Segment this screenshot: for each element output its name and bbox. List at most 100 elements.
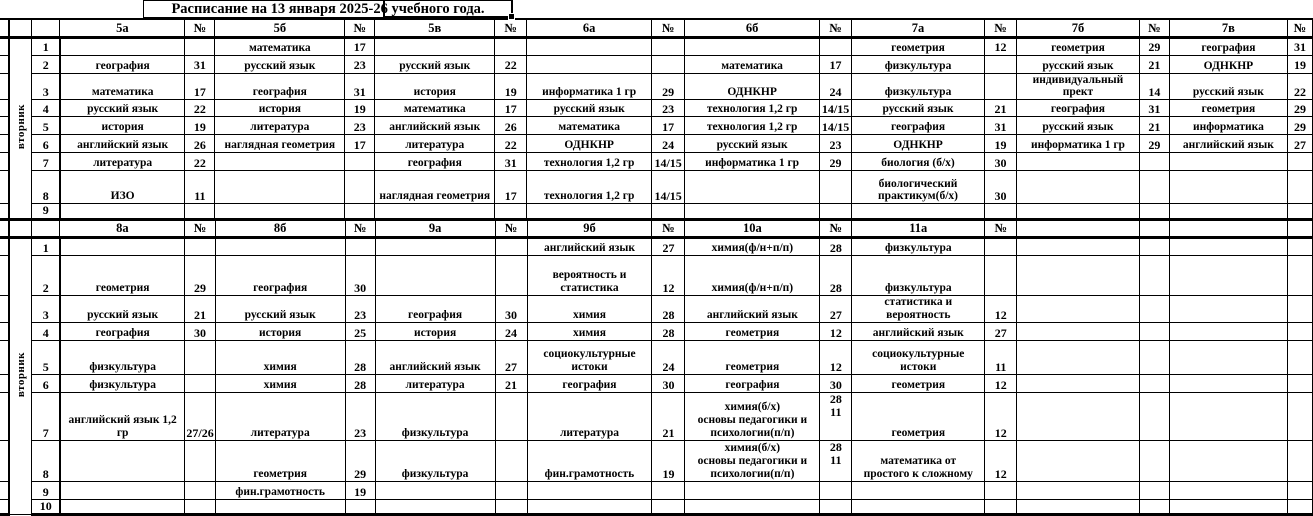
room-cell[interactable] — [819, 170, 853, 205]
room-cell[interactable] — [1286, 321, 1313, 341]
room-cell[interactable]: 22 — [494, 54, 528, 74]
subject-cell[interactable]: история — [59, 116, 186, 136]
room-number-header-cell[interactable]: № — [651, 18, 686, 39]
subject-cell[interactable] — [1016, 339, 1141, 375]
room-cell[interactable]: 30 — [983, 152, 1017, 172]
subject-cell[interactable]: социокультурные истоки — [851, 339, 986, 375]
day-label-cell[interactable]: вторник — [8, 36, 33, 219]
subject-cell[interactable]: технология 1,2 гр — [526, 152, 653, 172]
room-number-header-cell[interactable]: № — [819, 18, 853, 39]
room-cell[interactable] — [1139, 498, 1171, 516]
room-cell[interactable]: 28 11 — [819, 391, 853, 441]
room-cell[interactable]: 12 — [984, 373, 1018, 393]
subject-cell[interactable]: геометрия — [851, 391, 986, 441]
subject-cell[interactable]: география — [1015, 99, 1140, 118]
room-cell[interactable]: 29 — [651, 72, 686, 101]
room-cell[interactable] — [184, 36, 216, 56]
subject-cell[interactable] — [1169, 498, 1288, 516]
day-column-header-cell[interactable] — [8, 18, 33, 39]
room-cell[interactable]: 17 — [651, 116, 686, 136]
period-cell[interactable]: 1 — [31, 237, 61, 257]
room-cell[interactable] — [494, 203, 528, 219]
subject-cell[interactable] — [684, 36, 821, 56]
room-cell[interactable]: 21 — [1138, 54, 1170, 74]
room-number-header-cell[interactable]: № — [1286, 18, 1313, 39]
room-cell[interactable]: 19 — [494, 72, 528, 101]
room-cell[interactable] — [344, 170, 376, 205]
subject-cell[interactable]: ИЗО — [59, 170, 186, 205]
subject-cell[interactable]: фин.грамотность — [214, 480, 346, 500]
subject-cell[interactable] — [59, 237, 186, 257]
class-header-cell[interactable]: 10а — [684, 218, 821, 240]
room-cell[interactable]: 29 — [1138, 36, 1170, 56]
room-cell[interactable] — [494, 480, 528, 500]
room-cell[interactable] — [184, 480, 216, 500]
subject-cell[interactable]: физкультура — [851, 72, 985, 101]
subject-cell[interactable]: химия(б/х) основы педагогики и психологи… — [684, 391, 821, 441]
subject-cell[interactable]: литература — [374, 373, 496, 393]
room-cell[interactable]: 19 — [184, 116, 216, 136]
room-cell[interactable] — [1139, 237, 1171, 257]
room-cell[interactable]: 31 — [1138, 99, 1170, 118]
room-cell[interactable]: 30 — [344, 255, 376, 297]
room-cell[interactable] — [494, 36, 528, 56]
subject-cell[interactable]: технология 1,2 гр — [684, 99, 821, 118]
subject-cell[interactable]: информатика — [1168, 116, 1288, 136]
subject-cell[interactable] — [1168, 203, 1288, 219]
subject-cell[interactable] — [684, 170, 821, 205]
subject-cell[interactable]: геометрия — [59, 255, 186, 297]
room-cell[interactable] — [1139, 295, 1171, 323]
class-header-cell[interactable]: 5б — [214, 18, 346, 39]
subject-cell[interactable]: английский язык — [374, 116, 496, 136]
room-cell[interactable]: 24 — [651, 339, 686, 375]
subject-cell[interactable] — [1016, 439, 1141, 482]
room-cell[interactable] — [494, 255, 528, 297]
room-number-header-cell[interactable]: № — [184, 18, 216, 39]
period-cell[interactable]: 7 — [31, 152, 61, 172]
room-cell[interactable] — [819, 498, 853, 516]
subject-cell[interactable] — [1016, 321, 1141, 341]
subject-cell[interactable] — [684, 498, 821, 516]
class-header-cell[interactable]: 7а — [851, 18, 985, 39]
subject-cell[interactable]: география — [214, 72, 346, 101]
room-cell[interactable] — [344, 203, 376, 219]
room-cell[interactable] — [983, 203, 1017, 219]
subject-cell[interactable]: география — [59, 321, 186, 341]
subject-cell[interactable] — [1016, 480, 1141, 500]
subject-cell[interactable]: русский язык — [1015, 116, 1140, 136]
subject-cell[interactable] — [851, 480, 986, 500]
period-cell[interactable]: 8 — [31, 170, 61, 205]
subject-cell[interactable]: английский язык — [1168, 134, 1288, 154]
subject-cell[interactable]: география — [214, 255, 346, 297]
room-cell[interactable]: 29 — [1286, 116, 1313, 136]
period-cell[interactable]: 6 — [31, 134, 61, 154]
subject-cell[interactable]: математика — [214, 36, 346, 56]
room-cell[interactable]: 12 — [819, 339, 853, 375]
subject-cell[interactable]: математика — [526, 116, 653, 136]
class-header-cell[interactable] — [1016, 218, 1141, 240]
subject-cell[interactable] — [59, 498, 186, 516]
subject-cell[interactable] — [851, 203, 985, 219]
subject-cell[interactable] — [684, 203, 821, 219]
room-cell[interactable]: 12 — [651, 255, 686, 297]
room-cell[interactable]: 12 — [984, 439, 1018, 482]
subject-cell[interactable]: литература — [214, 116, 346, 136]
room-cell[interactable] — [494, 498, 528, 516]
room-cell[interactable] — [1139, 321, 1171, 341]
room-cell[interactable]: 14/15 — [819, 99, 853, 118]
subject-cell[interactable]: физкультура — [374, 391, 496, 441]
subject-cell[interactable] — [374, 255, 496, 297]
room-cell[interactable]: 14/15 — [651, 152, 686, 172]
class-header-cell[interactable]: 5в — [374, 18, 496, 39]
room-number-header-cell[interactable]: № — [184, 218, 216, 240]
subject-cell[interactable]: математика — [59, 72, 186, 101]
room-cell[interactable] — [344, 237, 376, 257]
subject-cell[interactable]: русский язык — [684, 134, 821, 154]
room-cell[interactable] — [1286, 237, 1313, 257]
room-cell[interactable] — [651, 203, 686, 219]
room-cell[interactable]: 12 — [983, 36, 1017, 56]
period-cell[interactable]: 3 — [31, 295, 61, 323]
room-cell[interactable]: 12 — [819, 321, 853, 341]
room-number-header-cell[interactable]: № — [344, 18, 376, 39]
room-cell[interactable] — [1286, 373, 1313, 393]
